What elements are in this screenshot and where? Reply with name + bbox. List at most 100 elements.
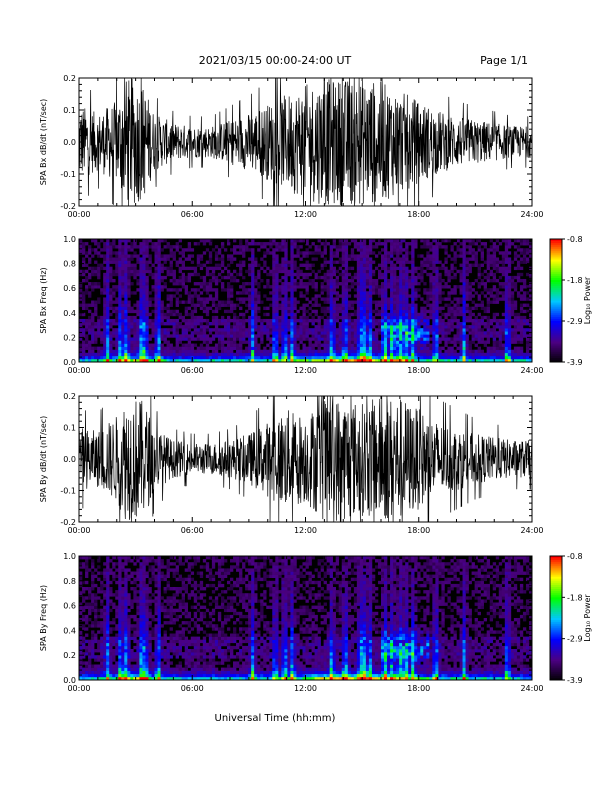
heatmap-cell [160,303,164,307]
heatmap-cell [172,322,176,326]
heatmap-cell [516,248,521,252]
heatmap-cell [522,297,527,301]
heatmap-cell [326,294,330,298]
heatmap-cell [178,275,182,280]
heatmap-cell [519,285,524,289]
heatmap-cell [281,269,285,274]
heatmap-cell [109,245,113,249]
heatmap-cell [489,254,494,258]
colorbar-swatch [550,296,562,299]
heatmap-cell [402,322,406,326]
heatmap-cell [359,242,364,246]
heatmap-cell [353,346,358,351]
heatmap-cell [293,278,297,283]
heatmap-cell [456,269,460,274]
y-axis-label: SPA By dB/dt (nT/sec) [39,416,48,503]
heatmap-cell [166,312,170,317]
heatmap-cell [82,303,86,307]
heatmap-cell [154,288,158,292]
heatmap-cell [88,275,92,280]
heatmap-cell [350,349,355,354]
heatmap-cell [362,263,367,267]
heatmap-cell [507,291,512,295]
heatmap-cell [510,312,515,317]
heatmap-cell [396,331,400,335]
heatmap-cell [504,355,509,360]
heatmap-cell [347,254,352,258]
heatmap-cell [287,340,291,344]
heatmap-cell [199,322,204,326]
heatmap-cell [462,263,466,267]
heatmap-cell [199,239,204,243]
heatmap-cell [151,352,155,357]
heatmap-cell [459,278,463,283]
heatmap-cell [519,257,524,261]
heatmap-cell [335,282,340,286]
heatmap-cell [293,337,297,341]
heatmap-cell [284,318,288,323]
heatmap-cell [501,291,506,295]
heatmap-cell [82,346,86,351]
heatmap-cell [353,239,358,243]
heatmap-cell [181,272,185,277]
heatmap-cell [106,248,110,252]
heatmap-cell [387,337,391,341]
heatmap-cell [402,278,406,283]
heatmap-cell [124,251,128,255]
heatmap-cell [115,245,119,249]
heatmap-cell [175,282,179,286]
heatmap-cell [245,331,249,335]
heatmap-cell [323,260,327,264]
heatmap-cell [97,328,101,332]
heatmap-cell [465,309,469,314]
heatmap-cell [115,352,119,357]
heatmap-cell [302,251,306,255]
heatmap-cell [432,291,436,295]
heatmap-cell [353,257,358,261]
heatmap-cell [335,285,340,289]
heatmap-cell [347,325,352,329]
heatmap-cell [193,269,198,274]
heatmap-cell [453,315,457,320]
heatmap-cell [281,266,285,271]
heatmap-cell [293,315,297,320]
heatmap-cell [302,349,306,354]
heatmap-cell [344,309,349,314]
heatmap-cell [459,251,463,255]
heatmap-cell [284,269,288,274]
heatmap-cell [405,343,409,347]
heatmap-cell [166,303,170,307]
heatmap-cell [103,309,107,314]
heatmap-cell [459,297,463,301]
heatmap-cell [429,312,433,317]
heatmap-cell [371,285,376,289]
heatmap-cell [266,331,270,335]
heatmap-cell [513,251,518,255]
heatmap-cell [133,309,137,314]
heatmap-cell [205,272,210,277]
heatmap-cell [214,245,219,249]
heatmap-cell [459,285,463,289]
heatmap-cell [91,266,95,271]
heatmap-cell [525,346,530,351]
heatmap-cell [459,340,463,344]
heatmap-cell [402,315,406,320]
heatmap-cell [504,300,509,304]
heatmap-cell [211,288,216,292]
heatmap-cell [248,303,252,307]
heatmap-cell [381,331,385,335]
heatmap-cell [393,239,397,243]
heatmap-cell [368,269,373,274]
heatmap-cell [296,349,300,354]
heatmap-cell [353,325,358,329]
heatmap-cell [474,278,478,283]
heatmap-cell [205,337,210,341]
heatmap-cell [474,254,478,258]
heatmap-cell [432,300,436,304]
heatmap-cell [501,325,506,329]
heatmap-cell [290,275,294,280]
heatmap-cell [513,318,518,323]
colorbar-swatch [550,292,562,295]
heatmap-cell [245,349,249,354]
heatmap-cell [160,312,164,317]
